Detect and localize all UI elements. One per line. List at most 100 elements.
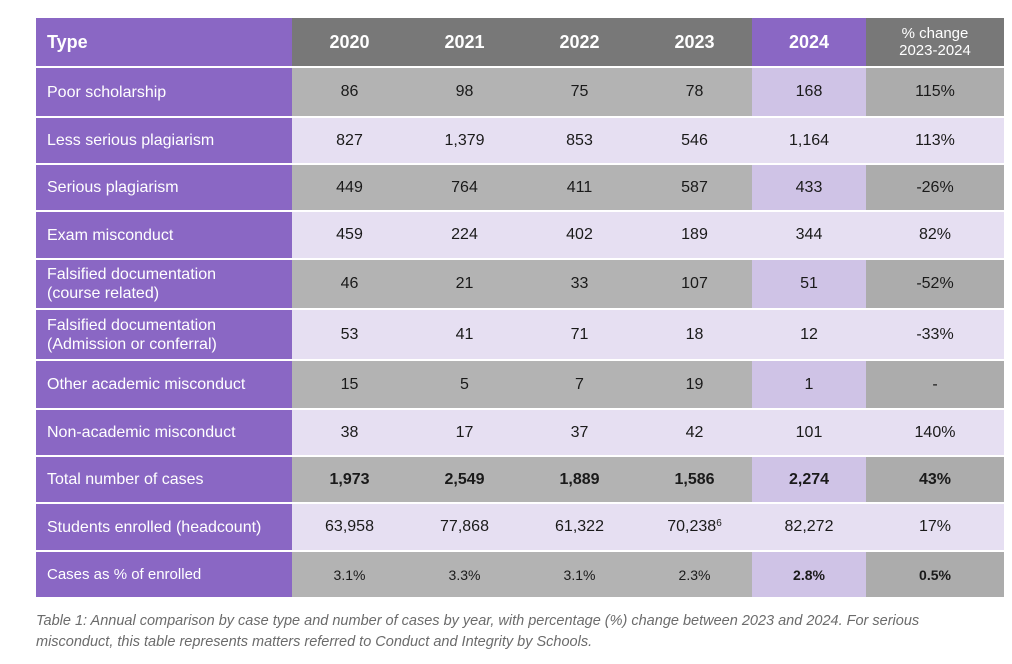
cell-2020: 15 (292, 360, 407, 410)
cell-2022: 3.1% (522, 551, 637, 599)
cell-2022: 1,889 (522, 456, 637, 504)
cell-2022: 402 (522, 211, 637, 260)
cell-2020: 46 (292, 259, 407, 310)
cell-2023-value: 70,238 (667, 518, 717, 535)
row-label-line1: Falsified documentation (47, 266, 216, 283)
header-year-2021: 2021 (407, 18, 522, 68)
row-label: Serious plagiarism (36, 164, 292, 212)
cell-2023: 19 (637, 360, 752, 410)
cell-2023: 18 (637, 309, 752, 361)
table-row: Less serious plagiarism 827 1,379 853 54… (36, 117, 1004, 165)
cell-2020: 38 (292, 409, 407, 457)
table-row: Non-academic misconduct 38 17 37 42 101 … (36, 409, 1004, 457)
cell-2021: 17 (407, 409, 522, 457)
header-pct-change-line2: 2023-2024 (899, 42, 971, 59)
cell-2024: 1 (752, 360, 866, 410)
row-label-line2: (Admission or conferral) (47, 335, 217, 353)
cell-2022: 61,322 (522, 503, 637, 552)
cell-pct-change: 115% (866, 67, 1004, 118)
row-label-line1: Falsified documentation (47, 316, 216, 334)
row-label: Less serious plagiarism (36, 117, 292, 165)
row-label: Falsified documentation (course related) (36, 259, 292, 310)
cell-2024: 344 (752, 211, 866, 260)
cell-2021: 764 (407, 164, 522, 212)
cell-2021: 21 (407, 259, 522, 310)
header-year-2022: 2022 (522, 18, 637, 68)
table-caption: Table 1: Annual comparison by case type … (36, 613, 920, 650)
cell-2020: 827 (292, 117, 407, 165)
footnote-marker: 6 (716, 518, 722, 529)
row-label: Non-academic misconduct (36, 409, 292, 457)
cell-2023: 546 (637, 117, 752, 165)
cell-2022: 75 (522, 67, 637, 118)
cell-2022: 7 (522, 360, 637, 410)
cell-2023: 107 (637, 259, 752, 310)
table-row: Students enrolled (headcount) 63,958 77,… (36, 503, 1004, 552)
cell-2024: 2.8% (752, 551, 866, 599)
cell-pct-change: - (866, 360, 1004, 410)
row-label: Total number of cases (36, 456, 292, 504)
cell-2023: 587 (637, 164, 752, 212)
cell-2024: 168 (752, 67, 866, 118)
cell-2023: 42 (637, 409, 752, 457)
cell-pct-change: 43% (866, 456, 1004, 504)
cell-2020: 1,973 (292, 456, 407, 504)
header-pct-change-line1: % change (901, 25, 969, 42)
cell-pct-change: 0.5% (866, 551, 1004, 599)
cell-2021: 77,868 (407, 503, 522, 552)
table-row: Cases as % of enrolled 3.1% 3.3% 3.1% 2.… (36, 551, 1004, 599)
cell-2020: 3.1% (292, 551, 407, 599)
cell-2020: 86 (292, 67, 407, 118)
case-comparison-table: Type 2020 2021 2022 2023 2024 % change 2… (36, 18, 1004, 599)
cell-2020: 63,958 (292, 503, 407, 552)
cell-2024: 433 (752, 164, 866, 212)
header-type: Type (36, 18, 292, 68)
cell-pct-change: -52% (866, 259, 1004, 310)
table-row: Serious plagiarism 449 764 411 587 433 -… (36, 164, 1004, 212)
cell-pct-change: 82% (866, 211, 1004, 260)
cell-2023: 2.3% (637, 551, 752, 599)
row-label: Other academic misconduct (36, 360, 292, 410)
table-row: Exam misconduct 459 224 402 189 344 82% (36, 211, 1004, 260)
cell-2021: 3.3% (407, 551, 522, 599)
cell-2020: 459 (292, 211, 407, 260)
table-row: Other academic misconduct 15 5 7 19 1 - (36, 360, 1004, 410)
cell-2024: 2,274 (752, 456, 866, 504)
cell-2021: 2,549 (407, 456, 522, 504)
cell-2022: 71 (522, 309, 637, 361)
cell-2024: 101 (752, 409, 866, 457)
cell-2022: 37 (522, 409, 637, 457)
cell-2022: 853 (522, 117, 637, 165)
table-row-total: Total number of cases 1,973 2,549 1,889 … (36, 456, 1004, 504)
cell-2024: 1,164 (752, 117, 866, 165)
header-year-2023: 2023 (637, 18, 752, 68)
table-row: Falsified documentation (course related)… (36, 259, 1004, 310)
cell-2023: 70,2386 (637, 503, 752, 552)
cell-pct-change: 17% (866, 503, 1004, 552)
cell-2021: 98 (407, 67, 522, 118)
row-label: Students enrolled (headcount) (36, 503, 292, 552)
header-pct-change: % change 2023-2024 (866, 18, 1004, 68)
header-year-2024: 2024 (752, 18, 866, 68)
row-label: Falsified documentation (Admission or co… (36, 309, 292, 361)
cell-2024: 12 (752, 309, 866, 361)
cell-2022: 33 (522, 259, 637, 310)
cell-2021: 1,379 (407, 117, 522, 165)
cell-2024: 51 (752, 259, 866, 310)
cell-pct-change: -26% (866, 164, 1004, 212)
cell-2023: 1,586 (637, 456, 752, 504)
cell-2020: 449 (292, 164, 407, 212)
cell-2020: 53 (292, 309, 407, 361)
cell-2023: 78 (637, 67, 752, 118)
header-row: Type 2020 2021 2022 2023 2024 % change 2… (36, 18, 1004, 68)
cell-2021: 41 (407, 309, 522, 361)
header-year-2020: 2020 (292, 18, 407, 68)
cell-2024: 82,272 (752, 503, 866, 552)
cell-pct-change: 113% (866, 117, 1004, 165)
row-label: Cases as % of enrolled (36, 551, 292, 599)
cell-pct-change: 140% (866, 409, 1004, 457)
row-label: Exam misconduct (36, 211, 292, 260)
table-row: Poor scholarship 86 98 75 78 168 115% (36, 67, 1004, 118)
cell-2021: 5 (407, 360, 522, 410)
row-label-line2: (course related) (47, 285, 160, 302)
